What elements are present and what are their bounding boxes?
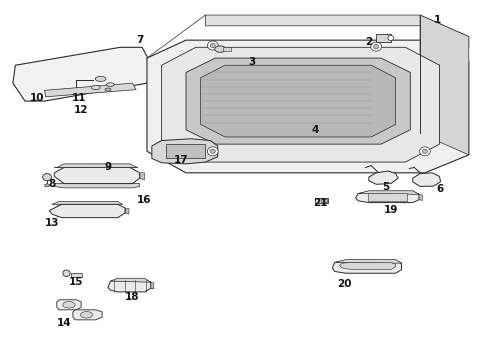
Text: 9: 9 [104,162,111,172]
Ellipse shape [210,43,215,48]
Text: 2: 2 [365,37,372,47]
Ellipse shape [373,44,378,49]
Text: 21: 21 [312,198,326,208]
Bar [375,34,390,42]
Ellipse shape [44,184,49,187]
Bar [222,47,231,51]
Text: 18: 18 [125,292,139,302]
Ellipse shape [106,83,114,86]
Text: 7: 7 [136,35,143,45]
Bar [314,198,328,203]
Polygon shape [331,261,401,273]
Ellipse shape [63,270,70,276]
Polygon shape [412,173,440,186]
Bar [71,273,81,277]
Ellipse shape [419,147,429,156]
Text: 11: 11 [71,93,86,103]
Polygon shape [147,40,468,173]
Polygon shape [334,260,401,263]
Text: 14: 14 [57,319,71,328]
Ellipse shape [387,36,393,41]
Polygon shape [108,280,151,292]
Polygon shape [73,310,102,320]
Ellipse shape [207,147,218,156]
Text: 6: 6 [435,184,442,194]
Ellipse shape [80,312,92,318]
Polygon shape [185,58,409,144]
Ellipse shape [210,149,215,153]
Polygon shape [357,191,418,194]
Text: 1: 1 [432,15,440,26]
Text: 13: 13 [44,218,59,228]
Polygon shape [152,139,217,164]
Text: 15: 15 [69,277,83,287]
Polygon shape [419,15,468,155]
Bar [165,144,204,158]
Polygon shape [54,167,140,184]
Bar [367,193,406,201]
Polygon shape [355,192,418,203]
Bar [321,199,326,202]
Text: 19: 19 [383,206,397,216]
Polygon shape [368,171,397,184]
Polygon shape [54,184,140,188]
Polygon shape [110,278,151,282]
Polygon shape [418,194,422,201]
Text: 3: 3 [248,57,255,67]
Polygon shape [339,262,395,270]
Ellipse shape [42,174,51,181]
Polygon shape [44,83,136,97]
Ellipse shape [214,46,225,52]
Polygon shape [161,47,439,162]
Text: 20: 20 [337,279,351,289]
Ellipse shape [91,85,100,90]
Ellipse shape [105,88,111,91]
Polygon shape [205,15,468,47]
Text: 5: 5 [382,182,389,192]
Polygon shape [57,300,81,310]
Ellipse shape [422,149,427,153]
Ellipse shape [207,41,218,50]
Text: 12: 12 [74,105,88,115]
Text: 17: 17 [173,155,188,165]
Polygon shape [125,208,129,214]
Bar [93,173,98,176]
Polygon shape [13,47,152,101]
Text: 8: 8 [48,179,56,189]
Polygon shape [52,202,122,204]
Polygon shape [57,164,137,167]
Text: 10: 10 [30,93,44,103]
Text: 16: 16 [137,195,151,205]
Polygon shape [200,65,395,137]
Ellipse shape [370,42,381,51]
Polygon shape [49,204,125,218]
Polygon shape [140,173,144,180]
Text: 4: 4 [311,125,318,135]
Ellipse shape [95,76,106,81]
Ellipse shape [63,302,75,308]
Ellipse shape [91,164,101,171]
Polygon shape [151,282,154,289]
